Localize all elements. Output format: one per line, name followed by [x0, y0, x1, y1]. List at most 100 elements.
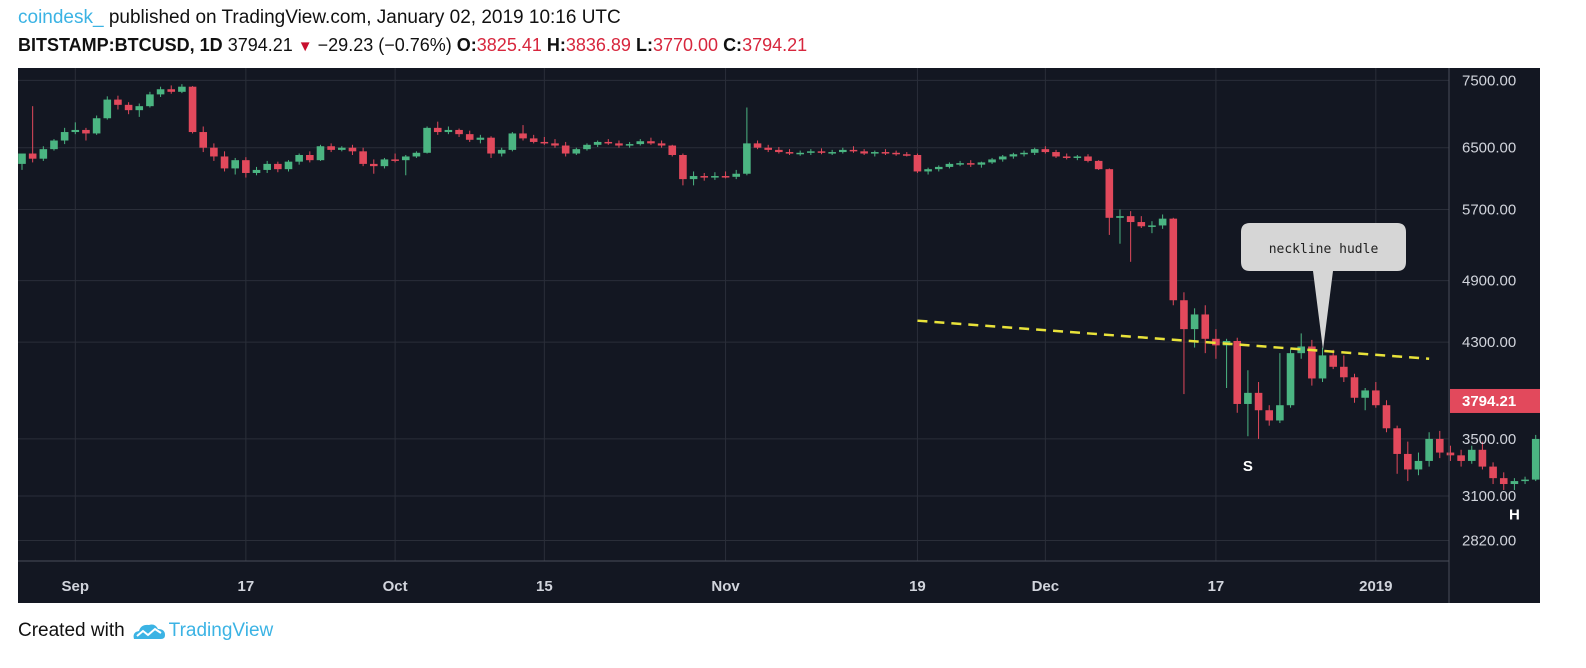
candle [1276, 353, 1284, 424]
candle [593, 140, 602, 147]
candle-body [146, 94, 154, 107]
close-value: 3794.21 [742, 35, 808, 55]
candle [839, 147, 847, 154]
candle-body [465, 134, 474, 140]
publisher-link[interactable]: coindesk_ [18, 7, 104, 28]
candle [242, 157, 250, 178]
candle-body [913, 154, 922, 172]
candle [1052, 149, 1060, 158]
candle-body [647, 141, 655, 144]
candle [1350, 373, 1359, 403]
candle-body [977, 162, 986, 165]
candle-body [18, 153, 26, 164]
candle [1126, 211, 1135, 262]
candle-body [401, 156, 410, 161]
candle-body [380, 159, 389, 167]
candle [561, 141, 570, 157]
candle [764, 144, 772, 153]
candlestick-chart[interactable]: neckline hudle SHS 7500.00 6500.00 5700.00… [18, 68, 1540, 603]
candle [1361, 388, 1369, 411]
x-tick-label: 15 [536, 578, 553, 595]
candle [18, 153, 26, 170]
candle-body [988, 159, 996, 163]
candle-body [1105, 169, 1114, 218]
candle [178, 84, 186, 94]
candle [146, 91, 154, 108]
candle [1116, 209, 1124, 244]
candle [1510, 478, 1519, 490]
candle [668, 144, 677, 157]
candle-body [743, 143, 751, 174]
candle [689, 171, 698, 186]
candle-body [1254, 392, 1263, 411]
candle-body [1435, 438, 1444, 453]
candle-body [1094, 160, 1103, 170]
candle-body [1372, 390, 1380, 406]
x-tick-label: 17 [238, 578, 255, 595]
candle [1009, 152, 1018, 159]
candle [423, 126, 431, 154]
candle [1329, 349, 1337, 370]
candle-body [849, 149, 858, 152]
candle-body [1510, 481, 1519, 485]
candle-body [476, 137, 485, 140]
candle-body [423, 127, 431, 153]
candle-body [284, 161, 293, 170]
x-tick-label: 2019 [1359, 578, 1392, 595]
candle [977, 161, 986, 168]
candle [807, 149, 815, 155]
candle-body [242, 160, 250, 173]
candle [998, 154, 1007, 162]
candle [1521, 476, 1529, 485]
symbol-info: BITSTAMP:BTCUSD, 1D 3794.21 ▼ −29.23 (−0… [18, 35, 807, 56]
candle-body [1446, 452, 1455, 456]
neckline [917, 319, 1430, 361]
y-tick-label: 3100.00 [1462, 488, 1516, 505]
y-tick-label: 7500.00 [1462, 72, 1516, 89]
candle [572, 147, 581, 155]
low-label: L: [635, 35, 653, 55]
candle-body [711, 176, 719, 178]
candle [657, 140, 666, 148]
candle-body [82, 129, 90, 134]
candle [817, 148, 826, 155]
candle-body [1137, 222, 1146, 227]
candle [924, 167, 932, 175]
candle [508, 132, 517, 152]
candle [71, 122, 80, 135]
y-tick-label: 4900.00 [1462, 273, 1516, 290]
candle-body [1499, 478, 1508, 485]
candle [1158, 214, 1167, 229]
candle [1265, 405, 1274, 426]
candle [103, 96, 112, 120]
candle [934, 165, 943, 172]
candle-body [39, 149, 48, 159]
candle [433, 121, 442, 135]
candle-body [60, 132, 69, 141]
candle [519, 125, 527, 141]
candle-body [1425, 438, 1433, 461]
candle-body [348, 147, 357, 152]
y-tick-label: 6500.00 [1462, 140, 1516, 157]
candle-body [657, 143, 666, 146]
candle-body [316, 146, 325, 161]
pattern-labels: SHS [1243, 458, 1520, 523]
tradingview-link[interactable]: TradingView [125, 620, 273, 642]
candle-body [210, 147, 218, 157]
candle-body [615, 143, 623, 146]
candle-body [1244, 392, 1252, 404]
candle [1201, 305, 1210, 354]
candle [871, 150, 879, 157]
candle-body [1457, 455, 1465, 461]
candle-body [1084, 156, 1092, 161]
high-value: 3836.89 [565, 35, 631, 55]
candle [892, 150, 900, 156]
candle-body [135, 106, 144, 111]
open-label: O: [456, 35, 477, 55]
candle [1254, 382, 1263, 439]
symbol-label: BITSTAMP:BTCUSD, 1D [18, 35, 223, 55]
callout-text: neckline hudle [1269, 242, 1379, 257]
candle [50, 139, 58, 151]
y-tick-label: 5700.00 [1462, 201, 1516, 218]
candle-body [1158, 218, 1167, 226]
